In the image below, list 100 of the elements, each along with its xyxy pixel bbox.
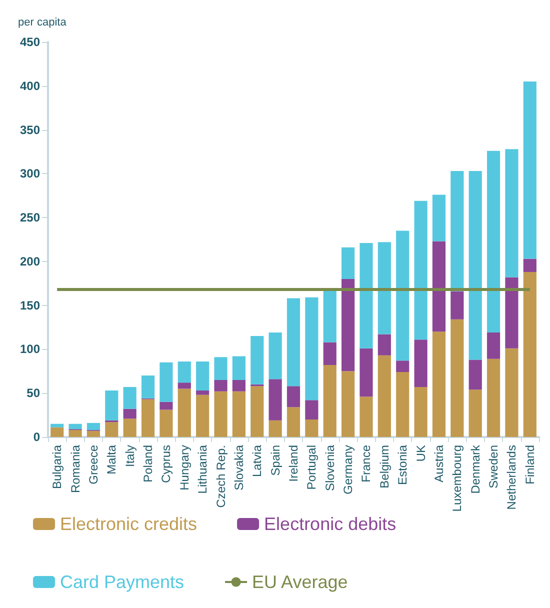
y-tick-label: 0	[33, 430, 40, 444]
bar	[396, 230, 410, 361]
bar	[214, 380, 228, 392]
x-tick-label: Luxembourg	[450, 445, 464, 512]
bar	[86, 430, 100, 437]
bar	[360, 348, 373, 397]
bar	[468, 360, 482, 390]
bar	[342, 247, 355, 279]
bar	[378, 242, 391, 334]
bar	[342, 279, 355, 372]
x-tick-label: France	[359, 444, 374, 482]
y-axis-title: per capita	[18, 16, 68, 28]
bar	[378, 334, 391, 356]
bar	[286, 407, 300, 437]
bar	[360, 243, 373, 348]
bar	[450, 291, 464, 320]
bar	[505, 149, 518, 278]
bar	[523, 82, 536, 259]
x-tick-label: Germany	[341, 445, 356, 494]
bar	[160, 402, 173, 410]
bar	[414, 340, 428, 387]
x-tick-label: Bulgaria	[50, 444, 64, 490]
bar	[232, 356, 246, 380]
x-tick-label: Romania	[68, 444, 82, 494]
bar	[250, 336, 264, 384]
bar	[214, 391, 228, 437]
x-tick-label: Portugal	[304, 445, 319, 490]
bar	[50, 427, 64, 437]
bar	[286, 298, 300, 386]
x-tick-label: Greece	[86, 444, 100, 484]
x-tick-label: Lithuania	[196, 444, 210, 494]
bar	[68, 430, 82, 437]
bar	[305, 400, 318, 420]
bar	[268, 332, 282, 380]
legend-label: EU Average	[252, 572, 348, 592]
y-tick-label: 300	[20, 166, 40, 181]
bar	[450, 319, 464, 437]
bar	[486, 332, 500, 359]
bar	[323, 365, 336, 437]
bar	[141, 399, 155, 437]
bar	[305, 297, 318, 400]
bar	[123, 418, 136, 437]
bar	[505, 277, 518, 348]
x-tick-label: Czech Rep.	[214, 445, 228, 508]
x-tick-label: Hungary	[177, 445, 192, 490]
bar	[268, 379, 282, 420]
y-tick-label: 450	[20, 35, 40, 49]
bar	[342, 371, 355, 437]
bar	[486, 358, 500, 437]
bar	[450, 171, 464, 292]
bar	[360, 396, 373, 437]
x-tick-label: Sweden	[486, 445, 501, 488]
bar	[178, 382, 191, 389]
bar	[323, 290, 336, 342]
bar	[196, 394, 210, 437]
x-tick-label: Austria	[432, 444, 446, 482]
bar	[268, 420, 282, 437]
x-tick-label: Ireland	[286, 445, 300, 482]
bar	[414, 386, 428, 437]
bar	[68, 424, 82, 430]
bar	[160, 362, 173, 402]
bar	[232, 380, 246, 392]
bar	[523, 272, 536, 437]
bar	[432, 332, 446, 437]
bar	[468, 171, 482, 360]
legend-label: Electronic debits	[264, 514, 396, 534]
bar	[396, 360, 410, 372]
x-tick-label: Poland	[141, 445, 156, 482]
bar	[196, 390, 210, 395]
bar	[432, 194, 446, 242]
bar	[468, 390, 482, 437]
x-tick-label: Spain	[268, 445, 282, 476]
bar	[378, 355, 391, 437]
bar	[396, 372, 410, 437]
bar	[178, 388, 191, 437]
bar	[196, 362, 210, 390]
x-tick-label: Italy	[122, 445, 137, 468]
x-tick-label: Netherlands	[504, 445, 519, 510]
bar	[523, 258, 536, 272]
x-tick-label: Finland	[522, 445, 537, 484]
x-tick-label: Malta	[104, 444, 119, 474]
x-tick-label: Denmark	[468, 444, 482, 494]
bar	[160, 410, 173, 437]
bar	[414, 200, 428, 340]
bar	[323, 342, 336, 366]
bar	[432, 241, 446, 332]
y-tick-label: 250	[20, 210, 40, 225]
bar	[86, 422, 100, 430]
y-tick-label: 150	[20, 298, 40, 312]
bar	[105, 390, 118, 420]
bar	[214, 357, 228, 380]
x-tick-label: Slovakia	[232, 444, 246, 490]
bar	[286, 386, 300, 408]
y-tick-label: 200	[20, 254, 40, 268]
x-tick-label: Belgium	[377, 445, 392, 488]
bar	[505, 348, 518, 437]
x-tick-label: Latvia	[250, 444, 264, 478]
bar	[305, 419, 318, 437]
bar	[178, 362, 191, 383]
bar	[123, 408, 136, 419]
